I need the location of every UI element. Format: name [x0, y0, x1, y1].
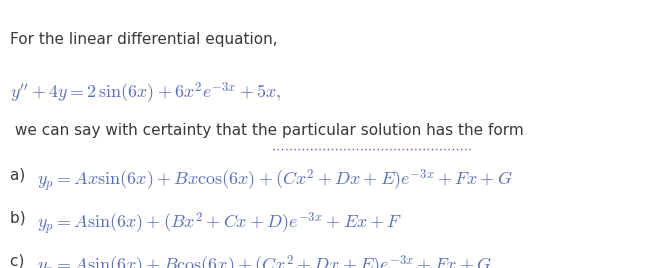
Text: $y_p = A\sin(6x) + (Bx^2 + Cx + D)e^{-3x} + Ex + F$: $y_p = A\sin(6x) + (Bx^2 + Cx + D)e^{-3x… — [37, 210, 403, 237]
Text: c): c) — [10, 253, 29, 268]
Text: b): b) — [10, 210, 30, 225]
Text: $y'' + 4y = 2\,\sin(6x) + 6x^2 e^{-3x} + 5x,$: $y'' + 4y = 2\,\sin(6x) + 6x^2 e^{-3x} +… — [10, 80, 281, 106]
Text: For the linear differential equation,: For the linear differential equation, — [10, 32, 277, 47]
Text: a): a) — [10, 168, 30, 183]
Text: we can say with certainty that the particular solution has the form: we can say with certainty that the parti… — [10, 123, 524, 138]
Text: $y_p = A\sin(6x) + B\cos(6x) + (Cx^2 + Dx + E)e^{-3x} + Fx + G$: $y_p = A\sin(6x) + B\cos(6x) + (Cx^2 + D… — [37, 253, 492, 268]
Text: $y_p = Ax\sin(6x) + Bx\cos(6x) + (Cx^2 + Dx + E)e^{-3x} + Fx + G$: $y_p = Ax\sin(6x) + Bx\cos(6x) + (Cx^2 +… — [37, 168, 513, 194]
